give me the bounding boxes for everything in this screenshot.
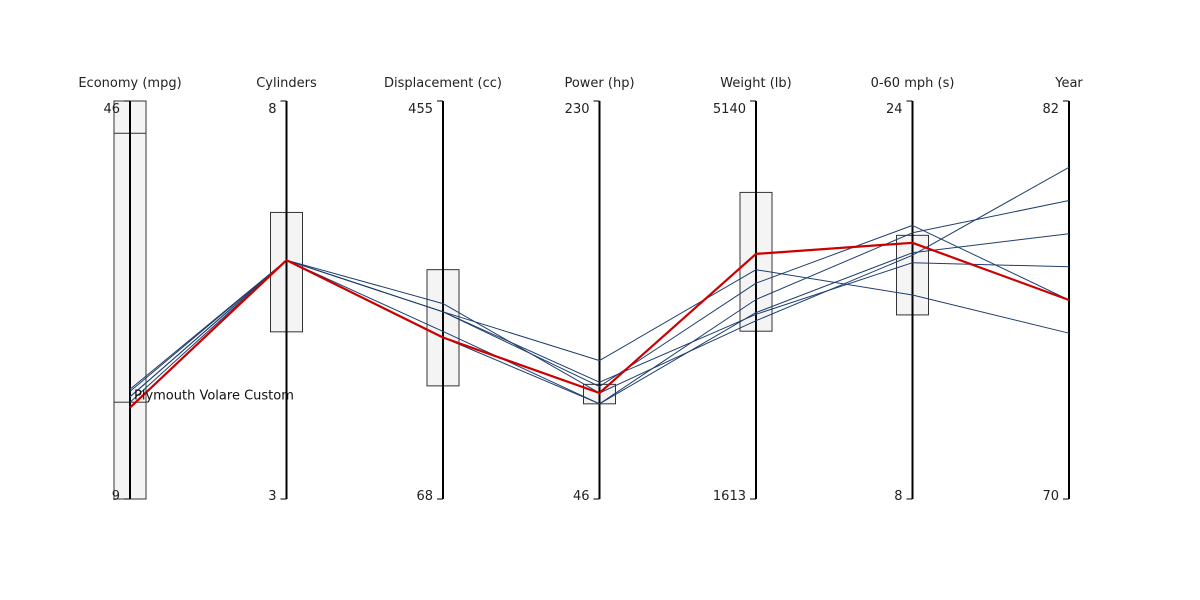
- highlighted-series-label: Plymouth Volare Custom: [134, 389, 294, 404]
- tick-label-max-accel: 24: [886, 102, 903, 117]
- tick-label-min-power: 46: [573, 489, 590, 504]
- tick-label-min-cylinders: 3: [268, 489, 276, 504]
- tick-label-max-year: 82: [1042, 102, 1059, 117]
- axis-title-accel: 0-60 mph (s): [871, 76, 955, 91]
- axis-title-power: Power (hp): [564, 76, 634, 91]
- tick-label-min-weight: 1613: [713, 489, 746, 504]
- tick-label-min-year: 70: [1042, 489, 1059, 504]
- highlighted-series-line[interactable]: [129, 241, 1070, 409]
- tick-label-max-displacement: 455: [408, 102, 433, 117]
- tick-label-max-power: 230: [565, 102, 590, 117]
- axis-title-weight: Weight (lb): [720, 76, 791, 91]
- data-lines: [129, 166, 1070, 409]
- tick-label-max-weight: 5140: [713, 102, 746, 117]
- axis-title-cylinders: Cylinders: [256, 76, 317, 91]
- tick-label-min-displacement: 68: [416, 489, 433, 504]
- tick-label-min-economy: 9: [112, 489, 120, 504]
- axis-title-economy: Economy (mpg): [78, 76, 181, 91]
- tick-label-max-economy: 46: [103, 102, 120, 117]
- tick-label-max-cylinders: 8: [268, 102, 276, 117]
- axis-title-year: Year: [1054, 76, 1083, 91]
- axis-labels: Economy (mpg) 46 9 Cylinders 8 3 Displacement …: [78, 76, 1083, 504]
- axis-title-displacement: Displacement (cc): [384, 76, 502, 91]
- tick-label-min-accel: 8: [894, 489, 902, 504]
